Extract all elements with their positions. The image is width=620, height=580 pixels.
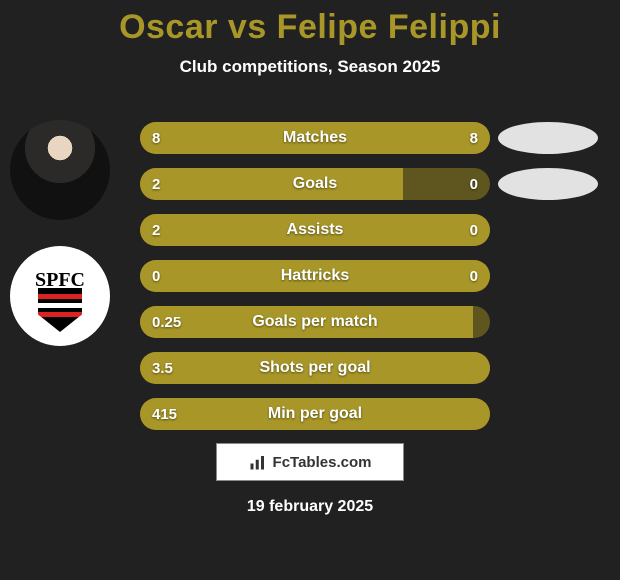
stat-row: 20Goals [140, 168, 490, 200]
bar-label: Shots per goal [140, 352, 490, 384]
stat-row: 00Hattricks [140, 260, 490, 292]
stat-row: 0.25Goals per match [140, 306, 490, 338]
date-text: 19 february 2025 [247, 498, 373, 516]
right-oval [498, 168, 598, 200]
stat-row: 415Min per goal [140, 398, 490, 430]
page-subtitle: Club competitions, Season 2025 [0, 57, 620, 77]
comparison-card: Oscar vs Felipe Felippi Club competition… [0, 0, 620, 580]
stat-row: 20Assists [140, 214, 490, 246]
stat-row: 3.5Shots per goal [140, 352, 490, 384]
page-title: Oscar vs Felipe Felippi [0, 8, 620, 47]
bar-label: Assists [140, 214, 490, 246]
bar-label: Goals [140, 168, 490, 200]
right-oval [498, 122, 598, 154]
chart-icon [249, 453, 267, 471]
brand-label: FcTables.com [273, 454, 372, 471]
bar-label: Goals per match [140, 306, 490, 338]
bar-label: Min per goal [140, 398, 490, 430]
player2-avatar: SPFC [10, 246, 110, 346]
bar-label: Matches [140, 122, 490, 154]
player1-avatar [10, 120, 110, 220]
stat-bars: 88Matches 20Goals 20Assists 00Hattricks 0.25… [140, 122, 490, 430]
crest-text: SPFC [35, 270, 85, 290]
avatars-column: SPFC [10, 120, 110, 346]
crest-shield [38, 288, 82, 332]
stat-row: 88Matches [140, 122, 490, 154]
bar-label: Hattricks [140, 260, 490, 292]
right-ovals [498, 122, 598, 200]
brand-box: FcTables.com [216, 443, 404, 481]
